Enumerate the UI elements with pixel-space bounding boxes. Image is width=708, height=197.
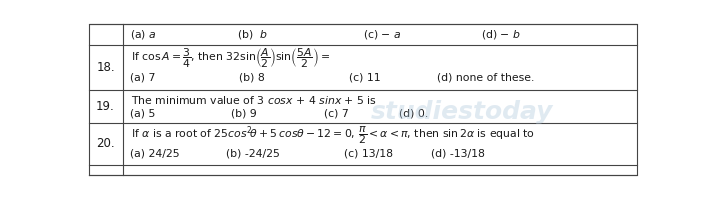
Text: The minimum value of 3 $cosx$ + 4 $sinx$ + 5 is: The minimum value of 3 $cosx$ + 4 $sinx$…: [131, 94, 377, 106]
Text: 18.: 18.: [96, 61, 115, 74]
Text: (d) $-$ $b$: (d) $-$ $b$: [481, 28, 520, 41]
Text: (b) -24/25: (b) -24/25: [226, 149, 280, 158]
Text: studiestoday: studiestoday: [370, 100, 553, 124]
Text: (c) $-$ $a$: (c) $-$ $a$: [363, 28, 401, 41]
Text: If $\alpha$ is a root of $25cos^2\!\theta + 5\,cos\theta - 12 = 0,\,\dfrac{\pi}{: If $\alpha$ is a root of $25cos^2\!\thet…: [131, 125, 535, 147]
Text: 20.: 20.: [96, 137, 115, 150]
Text: (c) 11: (c) 11: [349, 73, 381, 83]
Text: (c) 7: (c) 7: [324, 109, 349, 119]
Text: (b) 9: (b) 9: [231, 109, 257, 119]
Text: (b) 8: (b) 8: [239, 73, 265, 83]
Text: (d) 0.: (d) 0.: [399, 109, 428, 119]
Text: (d) none of these.: (d) none of these.: [437, 73, 535, 83]
Text: 19.: 19.: [96, 100, 115, 113]
Text: (a) 7: (a) 7: [130, 73, 155, 83]
Text: (c) 13/18: (c) 13/18: [343, 149, 393, 158]
Text: (a) 5: (a) 5: [130, 109, 155, 119]
Text: If $\cos A = \dfrac{3}{4}$, then $32\sin\!\left(\dfrac{A}{2}\right)\sin\!\left(\: If $\cos A = \dfrac{3}{4}$, then $32\sin…: [131, 47, 330, 70]
Text: (b)  $b$: (b) $b$: [236, 28, 268, 41]
Text: (a) 24/25: (a) 24/25: [130, 149, 179, 158]
Text: (a) $a$: (a) $a$: [130, 28, 156, 41]
Text: (d) -13/18: (d) -13/18: [431, 149, 485, 158]
